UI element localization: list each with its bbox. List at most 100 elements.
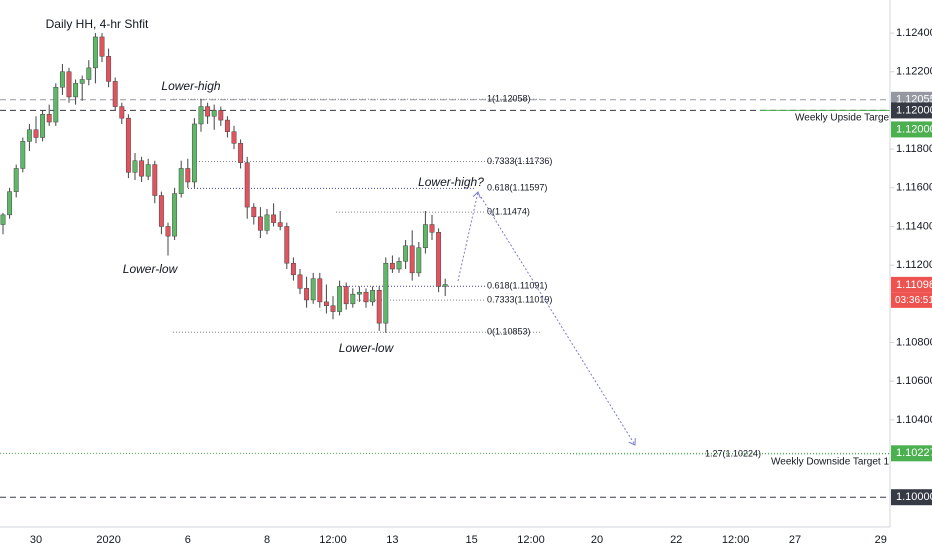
candle-body — [7, 191, 13, 216]
fib-label: 0.618(1.11091) — [487, 281, 547, 291]
candle-body — [20, 141, 26, 169]
candle-body — [383, 262, 389, 324]
candle-body — [185, 168, 191, 183]
candle-body — [26, 129, 32, 142]
price-badge — [891, 489, 932, 506]
candle-body — [158, 195, 164, 227]
price-badge-label: 1.10227 — [896, 447, 932, 459]
y-tick-label: 1.12400 — [896, 27, 932, 39]
x-tick-label: 13 — [386, 534, 398, 546]
candle-body — [205, 106, 211, 117]
price-badge-label: 1.11098 — [896, 279, 932, 291]
candle-body — [238, 143, 244, 163]
candle-body — [53, 86, 59, 123]
annotation: Lower-low — [339, 341, 395, 355]
candle-body — [33, 129, 39, 138]
y-tick-label: 1.11800 — [896, 143, 932, 155]
target-label: Weekly Upside Target 1.12 — [795, 113, 915, 124]
candle-body — [284, 226, 290, 264]
annotation: Lower-high — [161, 79, 220, 93]
candle-body — [211, 110, 217, 117]
x-tick-label: 27 — [789, 534, 801, 546]
candle-body — [356, 291, 362, 295]
candle-body — [198, 106, 204, 125]
candle-body — [376, 290, 382, 324]
candle-body — [343, 286, 349, 305]
y-tick-label: 1.11600 — [896, 182, 932, 194]
price-badge — [891, 102, 932, 119]
candle-body — [46, 114, 52, 123]
candle-body — [13, 168, 19, 192]
price-badge-label: 1.12000 — [896, 123, 932, 135]
x-tick-label: 8 — [264, 534, 270, 546]
candle-body — [277, 222, 283, 227]
candle-body — [59, 71, 65, 88]
price-badge-label: 1.10000 — [896, 491, 932, 503]
target-label: Weekly Downside Target 1.10225 — [771, 457, 920, 468]
candle-body — [152, 164, 158, 196]
y-tick-label: 1.10400 — [896, 414, 932, 426]
candle-body — [145, 164, 151, 177]
candle-body — [363, 291, 369, 303]
candle-body — [310, 278, 316, 301]
x-tick-label: 15 — [465, 534, 477, 546]
candle-body — [429, 224, 435, 233]
price-badge — [891, 445, 932, 462]
candle-body — [165, 226, 171, 237]
candle-body — [422, 224, 428, 248]
candle-body — [178, 168, 184, 194]
candle-body — [244, 162, 250, 208]
candle-body — [337, 286, 343, 312]
candle-body — [218, 110, 224, 121]
candle-body — [0, 214, 6, 225]
countdown-badge — [891, 292, 932, 308]
candle-body — [442, 284, 448, 287]
plot-area: Daily HH, 4-hr Shfit Lower-high Lower-lo… — [0, 17, 920, 498]
candle-body — [172, 193, 178, 237]
candle-body — [99, 36, 105, 57]
projection-arrow — [480, 196, 635, 445]
x-tick-label: 30 — [30, 534, 42, 546]
candle-body — [86, 67, 92, 80]
projection-arrow — [457, 192, 478, 282]
candle-body — [224, 119, 230, 132]
annotation: Lower-high? — [418, 175, 484, 189]
candle-body — [132, 160, 138, 173]
candle-body — [106, 56, 112, 82]
candle-body — [416, 247, 422, 274]
x-tick-label: 22 — [670, 534, 682, 546]
candle-body — [92, 36, 98, 69]
price-badge — [891, 121, 932, 138]
candle-body — [79, 79, 85, 84]
countdown-label: 03:36:51 — [895, 295, 932, 306]
y-tick-label: 1.10600 — [896, 375, 932, 387]
candle-body — [330, 305, 336, 312]
fib-label: 0.7333(1.11019) — [487, 295, 552, 305]
candle-body — [264, 214, 270, 231]
candle-body — [323, 301, 329, 307]
x-tick-label: 12:00 — [319, 534, 347, 546]
candle-body — [409, 245, 415, 274]
candle-body — [73, 83, 79, 98]
x-tick-label: 29 — [875, 534, 887, 546]
candle-body — [119, 106, 125, 119]
candle-body — [370, 290, 376, 303]
candle-body — [290, 262, 296, 276]
candle-body — [66, 71, 72, 98]
fib-label: 1(1.12058) — [487, 94, 531, 104]
x-tick-label: 12:00 — [517, 534, 545, 546]
x-tick-label: 6 — [185, 534, 191, 546]
fib-label: 0(1.10853) — [487, 327, 531, 337]
fib-label: 0.618(1.11597) — [487, 183, 547, 193]
chart-title: Daily HH, 4-hr Shfit — [46, 17, 149, 31]
candle-body — [350, 293, 356, 305]
y-tick-label: 1.11200 — [896, 259, 932, 271]
candle-body — [403, 245, 409, 262]
candle-body — [436, 232, 442, 287]
candle-body — [112, 81, 118, 107]
x-tick-label: 20 — [591, 534, 603, 546]
candle-body — [191, 123, 197, 183]
candle-body — [396, 261, 402, 270]
